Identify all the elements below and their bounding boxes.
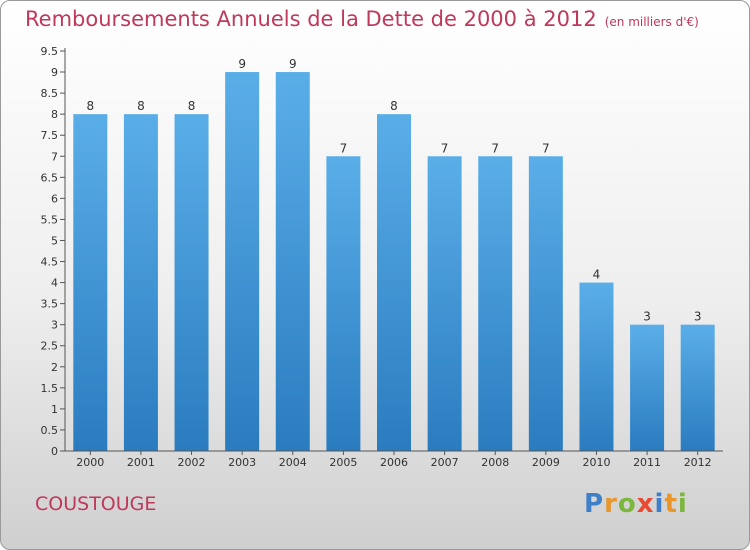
data-label-2003: 9 (238, 57, 246, 71)
bar-2004 (275, 72, 310, 451)
logo-letter: t (664, 489, 678, 519)
x-tick-label-2001: 2001 (127, 456, 155, 469)
y-tick-label: 4.5 (41, 256, 59, 269)
data-label-2010: 4 (593, 268, 601, 282)
data-label-2009: 7 (542, 141, 550, 155)
x-tick-label-2002: 2002 (178, 456, 206, 469)
data-label-2001: 8 (137, 99, 145, 113)
bars-group: 8 8 8 9 9 7 8 7 7 7 4 3 3 (73, 57, 715, 451)
data-label-2000: 8 (86, 99, 94, 113)
y-tick-label: 6.5 (41, 171, 59, 184)
proxiti-logo: Proxiti (584, 489, 688, 519)
data-label-2004: 9 (289, 57, 297, 71)
chart-title: Remboursements Annuels de la Dette de 20… (25, 7, 699, 31)
logo-letter: o (617, 489, 637, 519)
y-axis: 0 0.5 1 1.5 2 2.5 3 3.5 4 4.5 5 5.5 6 6.5 7 7.5 8 8.5 9 9.5 (41, 45, 66, 458)
y-tick-label: 0.5 (41, 424, 59, 437)
y-tick-label: 8 (51, 108, 58, 121)
y-tick-label: 1.5 (41, 382, 59, 395)
y-tick-label: 5.5 (41, 213, 59, 226)
bar-2000 (73, 114, 108, 451)
y-tick-label: 0 (51, 445, 58, 458)
y-tick-label: 2 (51, 361, 58, 374)
x-tick-label-2004: 2004 (279, 456, 307, 469)
y-tick-label: 8.5 (41, 87, 59, 100)
logo-letter: P (584, 489, 605, 519)
data-label-2007: 7 (441, 141, 449, 155)
x-tick-label-2012: 2012 (684, 456, 712, 469)
bar-2012 (680, 324, 715, 451)
bar-2008 (478, 156, 513, 451)
bar-2001 (123, 114, 158, 451)
data-label-2006: 8 (390, 99, 398, 113)
x-tick-label-2007: 2007 (431, 456, 459, 469)
logo-letter: x (636, 489, 655, 519)
logo-letter: r (604, 489, 618, 519)
data-label-2005: 7 (340, 141, 348, 155)
y-tick-label: 9 (51, 66, 58, 79)
logo-letter: i (677, 489, 688, 519)
y-tick-label: 2.5 (41, 340, 59, 353)
y-tick-label: 3.5 (41, 298, 59, 311)
bar-2010 (579, 282, 614, 451)
bar-2007 (427, 156, 462, 451)
logo-letter: i (654, 489, 665, 519)
chart-title-text: Remboursements Annuels de la Dette de 20… (25, 7, 597, 31)
x-tick-label-2000: 2000 (76, 456, 104, 469)
x-axis: 2000 2001 2002 2003 2004 2005 2006 2007 2008 2009… (65, 450, 723, 469)
data-label-2011: 3 (643, 310, 651, 324)
y-tick-label: 7 (51, 150, 58, 163)
bar-2002 (174, 114, 209, 451)
bar-2011 (630, 324, 665, 451)
data-label-2008: 7 (491, 141, 499, 155)
bar-2006 (377, 114, 411, 451)
bar-2009 (528, 156, 563, 451)
y-tick-label: 4 (51, 277, 58, 290)
x-tick-label-2008: 2008 (481, 456, 509, 469)
x-tick-label-2005: 2005 (329, 456, 357, 469)
bar-2005 (326, 156, 361, 451)
chart-unit: (en milliers d'€) (604, 15, 699, 29)
x-tick-label-2006: 2006 (380, 456, 408, 469)
y-tick-label: 3 (51, 319, 58, 332)
bar-2003 (225, 72, 260, 451)
data-label-2012: 3 (694, 310, 702, 324)
x-tick-label-2011: 2011 (633, 456, 661, 469)
x-tick-label-2009: 2009 (532, 456, 560, 469)
y-tick-label: 5 (51, 234, 58, 247)
y-tick-label: 9.5 (41, 45, 59, 58)
y-tick-label: 6 (51, 192, 58, 205)
x-tick-label-2010: 2010 (582, 456, 610, 469)
commune-name: COUSTOUGE (35, 493, 157, 515)
data-label-2002: 8 (188, 99, 196, 113)
x-tick-label-2003: 2003 (228, 456, 256, 469)
y-tick-label: 1 (51, 403, 58, 416)
y-tick-label: 7.5 (41, 129, 59, 142)
